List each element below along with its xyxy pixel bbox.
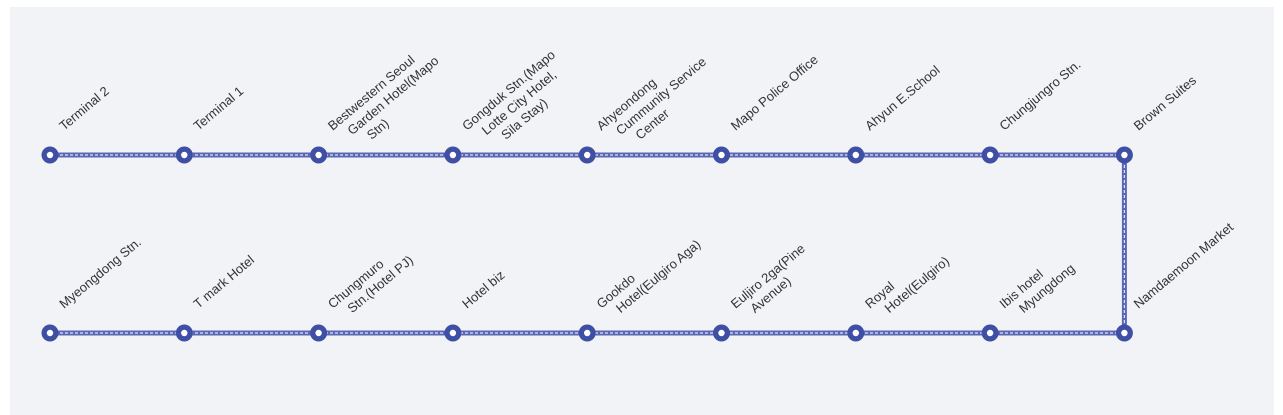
stop-label-line: Hotel biz — [459, 267, 507, 311]
stop-label-line: Mapo Police Office — [728, 52, 821, 133]
stop-label-top-6: Ahyun E.School — [862, 62, 943, 133]
stop-marker-dot — [852, 329, 859, 337]
stop-label-bottom-8: Namdaemoon Market — [1131, 219, 1237, 311]
stop-marker-dot — [718, 151, 725, 159]
stop-label-line: Myeongdong Stn. — [56, 234, 144, 311]
stop-label-line: Ahyun E.School — [862, 62, 943, 133]
stop-label-line: Terminal 1 — [191, 83, 247, 133]
route-lines — [50, 152, 1127, 336]
route-labels: Terminal 2 Terminal 1 Bestwestern SeoulGar… — [56, 47, 1237, 316]
stop-label-top-0: Terminal 2 — [56, 83, 112, 133]
stop-marker-dot — [986, 329, 994, 337]
stop-marker-dot — [449, 151, 457, 159]
stop-marker-dot — [181, 329, 188, 337]
stop-marker-dot — [852, 151, 859, 159]
route-stops — [41, 146, 1133, 342]
stop-label-line: Chungjungro Stn. — [996, 57, 1083, 134]
stop-marker-dot — [315, 329, 322, 337]
stop-label-line: Brown Suites — [1131, 72, 1200, 133]
stop-marker-dot — [46, 329, 54, 337]
stop-marker-dot — [584, 151, 591, 159]
stop-marker-dot — [46, 151, 54, 159]
stop-marker-dot — [1121, 329, 1128, 337]
stop-marker-dot — [181, 151, 188, 159]
route-map: Terminal 2 Terminal 1 Bestwestern SeoulGar… — [41, 47, 1237, 342]
stop-label-bottom-1: T mark Hotel — [191, 252, 258, 311]
stop-marker-dot — [718, 329, 725, 337]
stop-label-bottom-0: Myeongdong Stn. — [56, 234, 144, 311]
stop-marker-dot — [1121, 151, 1128, 159]
stop-label-bottom-3: Hotel biz — [459, 267, 507, 311]
stop-label-top-5: Mapo Police Office — [728, 52, 821, 133]
stop-label-line: Terminal 2 — [56, 83, 112, 133]
stop-label-line: T mark Hotel — [191, 252, 258, 311]
stop-marker-dot — [584, 329, 591, 337]
stop-label-line: Namdaemoon Market — [1131, 219, 1237, 311]
stop-marker-dot — [449, 329, 457, 337]
stop-label-top-1: Terminal 1 — [191, 83, 247, 133]
stop-label-top-7: Chungjungro Stn. — [996, 57, 1083, 134]
stop-marker-dot — [315, 151, 322, 159]
route-map-panel: Terminal 2 Terminal 1 Bestwestern Seoul Gar… — [10, 7, 1274, 415]
stop-label-top-8: Brown Suites — [1131, 72, 1200, 133]
stop-marker-dot — [986, 151, 994, 159]
